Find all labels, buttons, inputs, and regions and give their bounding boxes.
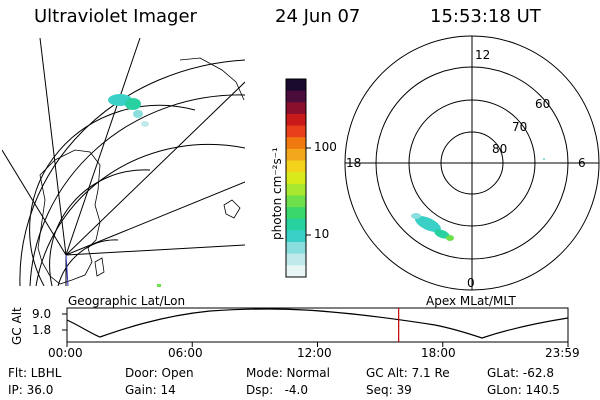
time-tick-0000: 00:00 bbox=[48, 346, 83, 360]
mlat-label-70: 70 bbox=[512, 120, 528, 134]
colorbar-step bbox=[286, 242, 306, 255]
colorbar-step bbox=[286, 125, 306, 138]
coastline bbox=[94, 257, 105, 277]
meridian-line bbox=[65, 244, 245, 256]
timeline-frame bbox=[66, 307, 569, 343]
colorbar-step bbox=[286, 90, 306, 103]
meridian-line bbox=[39, 38, 67, 256]
altitude-curve bbox=[66, 308, 569, 339]
mode-value: Mode: Normal bbox=[246, 366, 330, 380]
nadir-marker bbox=[65, 254, 69, 287]
colorbar-step bbox=[286, 113, 306, 127]
colorbar-step bbox=[286, 102, 306, 115]
lat-arc bbox=[35, 143, 245, 286]
ip-value: IP: 36.0 bbox=[8, 383, 54, 397]
lat-arc bbox=[57, 239, 119, 286]
door-value: Door: Open bbox=[125, 366, 194, 380]
right-panel-label: Apex MLat/MLT bbox=[426, 294, 516, 308]
instrument-title: Ultraviolet Imager bbox=[34, 6, 197, 27]
altitude-tick-high: 9.0 bbox=[32, 307, 52, 321]
coastline bbox=[179, 57, 245, 101]
colorbar-step bbox=[286, 218, 306, 231]
coastline bbox=[223, 199, 241, 219]
mlt-label-right: 6 bbox=[578, 156, 586, 170]
mlt-label-bottom: 0 bbox=[467, 276, 475, 290]
time-tick-0600: 06:00 bbox=[168, 346, 203, 360]
colorbar-step bbox=[286, 172, 306, 185]
aurora-emission-right bbox=[411, 158, 545, 241]
time-tick-1200: 12:00 bbox=[297, 346, 332, 360]
colorbar-step bbox=[286, 183, 306, 196]
colorbar-step bbox=[286, 207, 306, 220]
lat-arc bbox=[19, 59, 245, 286]
mlat-label-80: 80 bbox=[492, 142, 508, 156]
altitude-axis-label: GC Alt bbox=[10, 307, 24, 345]
filter-value: Flt: LBHL bbox=[8, 366, 62, 380]
colorbar-step bbox=[286, 148, 306, 162]
colorbar-step bbox=[286, 195, 306, 208]
observation-date: 24 Jun 07 bbox=[275, 6, 361, 27]
lat-arc bbox=[49, 169, 151, 286]
colorbar-step bbox=[286, 160, 306, 173]
gc-alt-value: GC Alt: 7.1 Re bbox=[366, 366, 450, 380]
meridian-line bbox=[65, 38, 141, 256]
meridian-line bbox=[65, 81, 245, 256]
colorbar-step bbox=[286, 230, 306, 243]
colorbar-tick-label-100: 100 bbox=[314, 140, 337, 154]
altitude-tick-low: 1.8 bbox=[32, 323, 52, 337]
time-tick-2359: 23:59 bbox=[545, 346, 580, 360]
colorbar-step bbox=[286, 137, 306, 150]
coastline bbox=[37, 149, 101, 285]
lat-arc bbox=[29, 104, 196, 286]
seq-value: Seq: 39 bbox=[366, 383, 412, 397]
colorbar-step bbox=[286, 79, 306, 92]
meridian-line bbox=[65, 181, 245, 256]
colorbar-step bbox=[286, 253, 306, 266]
time-tick-1800: 18:00 bbox=[421, 346, 456, 360]
meridian-line bbox=[2, 149, 67, 256]
left-panel-label: Geographic Lat/Lon bbox=[68, 294, 186, 308]
mlt-label-top: 12 bbox=[475, 48, 491, 62]
lat-arc bbox=[29, 94, 245, 286]
dsp-value: Dsp: -4.0 bbox=[246, 383, 309, 397]
colorbar-step bbox=[286, 265, 306, 278]
gain-value: Gain: 14 bbox=[125, 383, 176, 397]
glon-value: GLon: 140.5 bbox=[487, 383, 560, 397]
colorbar-tick-label-10: 10 bbox=[314, 227, 330, 241]
aurora-emission-left bbox=[108, 94, 161, 287]
mlt-label-left: 18 bbox=[346, 156, 362, 170]
observation-time: 15:53:18 UT bbox=[430, 6, 541, 27]
glat-value: GLat: -62.8 bbox=[487, 366, 554, 380]
mlat-label-60: 60 bbox=[535, 97, 551, 111]
